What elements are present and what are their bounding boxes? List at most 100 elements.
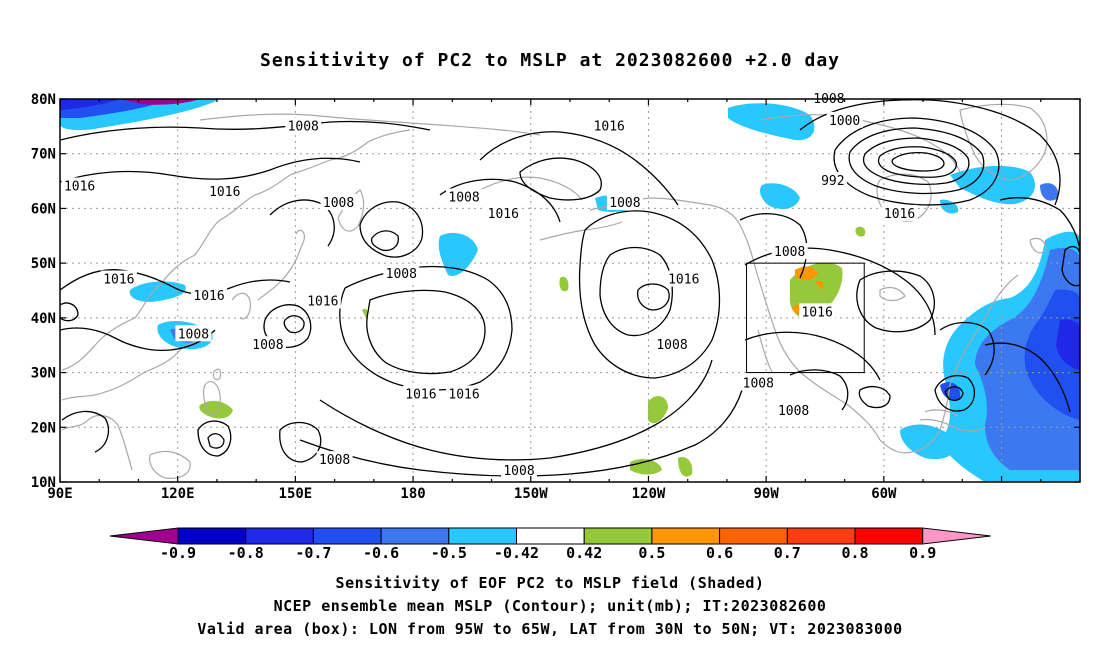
coast-philippines [202, 381, 221, 416]
contour-label-bg [740, 374, 777, 391]
contour-1008-greenland-outer [799, 99, 1061, 206]
contour-label: 1016 [103, 273, 134, 288]
contour-label-bg [61, 177, 98, 194]
contour-label: 1008 [448, 190, 479, 205]
contour-label: 1008 [609, 196, 640, 211]
contour-label: 1016 [668, 273, 699, 288]
colorbar-tick-label: 0.7 [774, 544, 801, 562]
coast-china-south [61, 338, 213, 401]
lon-label: 90E [47, 486, 72, 502]
coast-aleutians [539, 221, 623, 241]
colorbar [109, 527, 991, 545]
contour-label-bg [810, 90, 847, 106]
contour-label: 1008 [386, 267, 417, 282]
contour-label: 1016 [209, 185, 240, 200]
contour-label-bg [383, 265, 420, 282]
contour-1008-us-south [744, 331, 881, 381]
colorbar-tick-label: 0.42 [566, 544, 602, 562]
contour-1016-japan-inner [283, 315, 305, 334]
colorbar-tick-label: -0.9 [160, 544, 196, 562]
lat-label: 40N [31, 311, 56, 327]
shade-negative-greenland-1 [950, 165, 1035, 205]
latitude-labels: 80N 70N 60N 50N 40N 30N 20N 10N [31, 92, 56, 491]
shade-positive-pacific-5 [362, 308, 368, 318]
contour-1008-pacific-outer [299, 389, 743, 477]
shade-positive-pacific-1 [648, 396, 668, 424]
shade-negative-caribbean [900, 424, 956, 460]
contour-label-bg [881, 204, 918, 221]
contour-label: 1008 [319, 453, 350, 468]
shade-negative-pacific-1 [438, 232, 478, 276]
contour-1008-asia-low [60, 327, 216, 352]
contour-1008-kamchatka-inner [370, 230, 399, 252]
contour-1016-north-atlantic [999, 197, 1080, 251]
contour-label-bg [316, 451, 353, 468]
colorbar-under-triangle [109, 527, 179, 545]
contour-label-bg [501, 462, 537, 479]
contour-label: 1008 [288, 119, 319, 134]
coast-asia-east [61, 129, 411, 371]
colorbar-box [719, 527, 788, 545]
valid-area-box [746, 262, 865, 374]
coast-taiwan [212, 368, 222, 381]
colorbar-labels: -0.9 -0.8 -0.7 -0.6 -0.5 -0.42 0.42 0.5 0.6 0.7 0.… [160, 544, 936, 562]
lon-label: 150E [279, 486, 313, 502]
contour-1016-east-pacific-high [578, 210, 721, 379]
colorbar-box [380, 527, 450, 545]
colorbar-box [651, 527, 721, 545]
contour-label-bg [191, 286, 228, 303]
contour-label-bg [446, 385, 483, 402]
contour-label: 1016 [64, 180, 95, 195]
colorbar-box [312, 527, 382, 545]
coast-baja [757, 329, 773, 373]
contour-label: 1016 [884, 207, 915, 222]
coast-korea [231, 292, 251, 320]
contour-label: 1008 [778, 404, 809, 419]
coast-indochina [61, 414, 133, 471]
contour-1008-pacific-arc [319, 359, 713, 461]
contour-label-bg [818, 172, 847, 189]
lon-label: 90W [754, 486, 780, 502]
contour-label: 1016 [307, 294, 338, 309]
lat-label: 80N [31, 92, 56, 108]
lon-label: 120E [161, 486, 195, 502]
contour-label-bg [320, 193, 357, 210]
contour-1016-gulf-alaska [439, 178, 561, 223]
footer-valid-area-description: Valid area (box): LON from 95W to 65W, L… [197, 620, 903, 638]
colorbar-box [516, 527, 585, 545]
contour-992-greenland-low-1 [833, 117, 1000, 206]
lat-label: 20N [31, 420, 56, 436]
contour-1008-alaska-low [519, 157, 602, 201]
contour-label: 1008 [323, 196, 354, 211]
contour-1008-mexico [789, 369, 849, 411]
coast-japan [257, 229, 305, 301]
contour-1008-south-asia [61, 410, 109, 453]
coast-siberia-north [199, 113, 541, 136]
contour-label: 1008 [656, 338, 687, 353]
lon-label: 60W [871, 486, 897, 502]
contour-1016-west-pacific-loop [279, 421, 322, 463]
contour-label-bg [206, 183, 243, 200]
lat-label: 50N [31, 256, 56, 272]
lat-label: 10N [31, 475, 56, 491]
map-title: Sensitivity of PC2 to MSLP at 2023082600… [259, 50, 840, 71]
contour-1008-gulf [858, 385, 891, 409]
coast-newfoundland [1029, 237, 1047, 254]
shade-positive-canada [855, 226, 866, 237]
colorbar-over-triangle [922, 527, 991, 545]
contour-label: 1016 [488, 207, 519, 222]
contour-label: 1016 [801, 305, 832, 320]
shade-negative-canada-1 [728, 103, 815, 141]
colorbar-tick-label: -0.8 [228, 544, 264, 562]
shade-negative-labrador [940, 199, 959, 214]
shade-negative-arctic-west-deep [60, 99, 120, 110]
footer-shading-description: Sensitivity of EOF PC2 to MSLP field (Sh… [335, 574, 765, 592]
contour-label: 1016 [405, 387, 436, 402]
contour-label: 1008 [774, 245, 805, 260]
colorbar-box [245, 527, 314, 545]
contour-1008-west-asia-loop [60, 302, 79, 322]
contour-1008-siberia [60, 120, 431, 141]
contour-992-greenland-low-4 [877, 146, 957, 178]
shade-negative-atlantic-deepest [1056, 319, 1080, 370]
